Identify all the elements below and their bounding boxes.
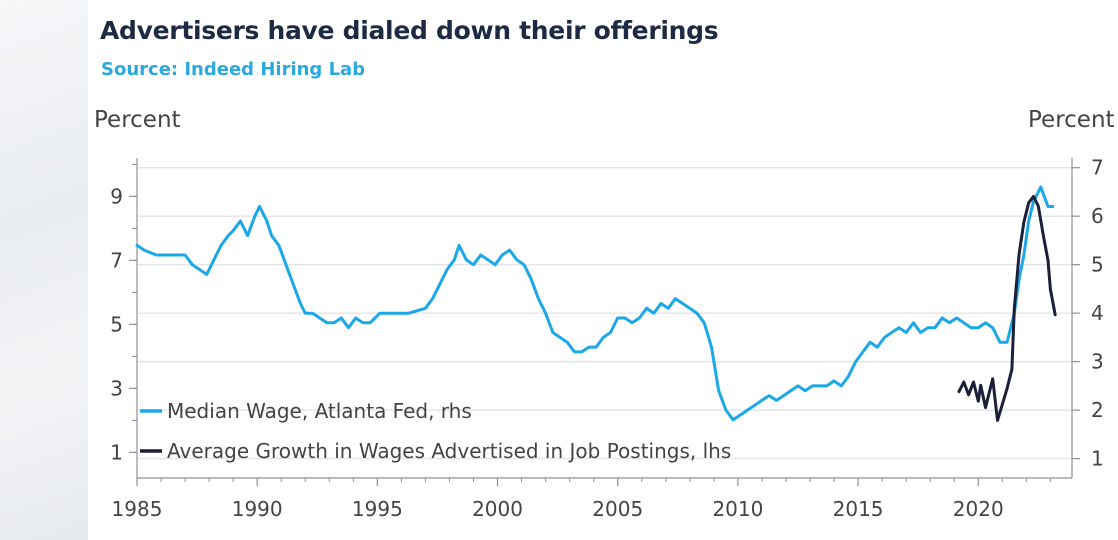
- right-tick-label-6: 6: [1091, 204, 1104, 228]
- gridlines: [137, 166, 1072, 460]
- background-strip: [0, 0, 90, 540]
- right-tick-label-7: 7: [1091, 156, 1104, 180]
- x-tick-label-1985: 1985: [112, 497, 163, 521]
- x-tick-label-1990: 1990: [232, 497, 283, 521]
- x-tick-label-2000: 2000: [472, 497, 523, 521]
- right-axis-unit: Percent: [1028, 107, 1115, 133]
- series-line-advertised-wage: [957, 194, 1057, 422]
- x-tick-label-2010: 2010: [712, 497, 763, 521]
- x-tick-label-2015: 2015: [833, 497, 884, 521]
- x-tick-label-1995: 1995: [352, 497, 403, 521]
- chart-source: Source: Indeed Hiring Lab: [101, 59, 366, 80]
- x-tick-label-2005: 2005: [592, 497, 643, 521]
- series-line-median-wage: [135, 185, 1055, 422]
- left-tick-label-1: 1: [110, 440, 123, 464]
- right-tick-label-5: 5: [1091, 253, 1104, 277]
- axes: [136, 158, 1073, 479]
- legend-label-advertised-wage: Average Growth in Wages Advertised in Jo…: [167, 439, 731, 463]
- left-tick-label-9: 9: [110, 184, 123, 208]
- left-tick-label-5: 5: [110, 312, 123, 336]
- right-tick-label-3: 3: [1091, 350, 1104, 374]
- chart-card: [88, 0, 1118, 540]
- left-tick-label-3: 3: [110, 376, 123, 400]
- chart-title: Advertisers have dialed down their offer…: [100, 16, 719, 45]
- right-tick-label-1: 1: [1091, 447, 1104, 471]
- x-tick-label-2020: 2020: [953, 497, 1004, 521]
- ticks: [129, 163, 1080, 486]
- right-tick-label-4: 4: [1091, 301, 1104, 325]
- series: [135, 185, 1057, 422]
- legend-label-median-wage: Median Wage, Atlanta Fed, rhs: [167, 399, 472, 423]
- right-tick-label-2: 2: [1091, 398, 1104, 422]
- left-axis-unit: Percent: [94, 107, 181, 133]
- left-tick-label-7: 7: [110, 248, 123, 272]
- legend: Median Wage, Atlanta Fed, rhs Average Gr…: [140, 399, 731, 463]
- tick-labels: 1 2 3 4 5 6 7 1 3 5 7 9 1985 1990 1995 2000 2005 2010 2015…: [110, 156, 1103, 521]
